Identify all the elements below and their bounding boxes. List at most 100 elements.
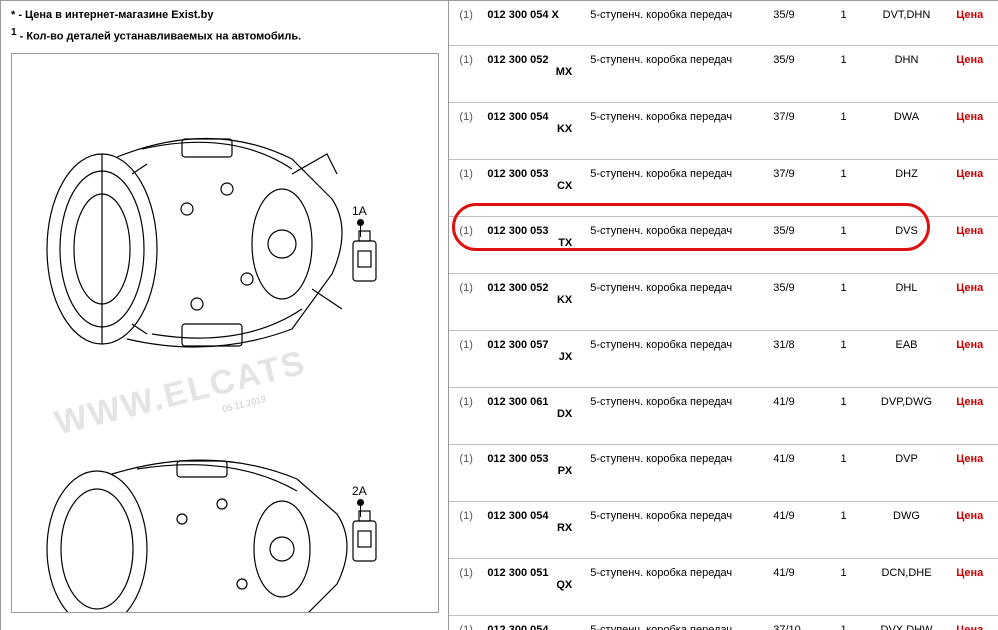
table-row[interactable]: (1)012 300 053PX5-ступенч. коробка перед… — [449, 445, 998, 502]
pos-cell: (1) — [449, 217, 483, 274]
part-number-cell[interactable]: 012 300 054FX — [483, 616, 586, 630]
part-number-cell[interactable]: 012 300 053CX — [483, 160, 586, 217]
code-cell: DVT,DHN — [861, 1, 953, 46]
qty-cell: 1 — [826, 502, 860, 559]
callout-1a: 1A — [352, 204, 367, 218]
part-number-cell[interactable]: 012 300 057JX — [483, 331, 586, 388]
qty-cell: 1 — [826, 388, 860, 445]
code-cell: DHN — [861, 46, 953, 103]
oil-canister-1 — [347, 229, 382, 284]
table-row[interactable]: (1)012 300 054 X5-ступенч. коробка перед… — [449, 1, 998, 46]
pos-cell: (1) — [449, 445, 483, 502]
pos-cell: (1) — [449, 1, 483, 46]
description-cell: 5-ступенч. коробка передач — [586, 1, 769, 46]
ratio-cell: 35/9 — [769, 1, 826, 46]
ratio-cell: 41/9 — [769, 388, 826, 445]
code-cell: DVP — [861, 445, 953, 502]
part-number-cell[interactable]: 012 300 054KX — [483, 103, 586, 160]
price-link[interactable]: Цена — [952, 103, 998, 160]
table-row[interactable]: (1)012 300 054KX5-ступенч. коробка перед… — [449, 103, 998, 160]
left-pane: * - Цена в интернет-магазине Exist.by 1 … — [1, 1, 449, 630]
note-price: * - Цена в интернет-магазине Exist.by — [11, 9, 438, 21]
qty-cell: 1 — [826, 1, 860, 46]
price-link[interactable]: Цена — [952, 559, 998, 616]
part-number-cell[interactable]: 012 300 054RX — [483, 502, 586, 559]
ratio-cell: 37/9 — [769, 160, 826, 217]
table-row[interactable]: (1)012 300 052KX5-ступенч. коробка перед… — [449, 274, 998, 331]
code-cell: DVS — [861, 217, 953, 274]
qty-cell: 1 — [826, 103, 860, 160]
table-row[interactable]: (1)012 300 061DX5-ступенч. коробка перед… — [449, 388, 998, 445]
price-link[interactable]: Цена — [952, 217, 998, 274]
qty-cell: 1 — [826, 445, 860, 502]
description-cell: 5-ступенч. коробка передач — [586, 616, 769, 630]
description-cell: 5-ступенч. коробка передач — [586, 217, 769, 274]
ratio-cell: 31/8 — [769, 331, 826, 388]
code-cell: EAB — [861, 331, 953, 388]
callout-1a-line — [360, 219, 361, 237]
note-qty-text: - Кол-во деталей устанавливаемых на авто… — [17, 31, 302, 43]
pos-cell: (1) — [449, 331, 483, 388]
ratio-cell: 35/9 — [769, 274, 826, 331]
note-price-text: - Цена в интернет-магазине Exist.by — [15, 9, 213, 21]
part-number-cell[interactable]: 012 300 053TX — [483, 217, 586, 274]
right-pane: (1)012 300 054 X5-ступенч. коробка перед… — [449, 1, 998, 630]
code-cell: DVX,DHW — [861, 616, 953, 630]
pos-cell: (1) — [449, 46, 483, 103]
qty-cell: 1 — [826, 46, 860, 103]
ratio-cell: 41/9 — [769, 559, 826, 616]
price-link[interactable]: Цена — [952, 388, 998, 445]
part-number-cell[interactable]: 012 300 052MX — [483, 46, 586, 103]
pos-cell: (1) — [449, 103, 483, 160]
part-number-cell[interactable]: 012 300 054 X — [483, 1, 586, 46]
part-number-cell[interactable]: 012 300 053PX — [483, 445, 586, 502]
price-link[interactable]: Цена — [952, 46, 998, 103]
qty-cell: 1 — [826, 559, 860, 616]
part-number-cell[interactable]: 012 300 061DX — [483, 388, 586, 445]
code-cell: DHL — [861, 274, 953, 331]
table-row[interactable]: (1)012 300 057JX5-ступенч. коробка перед… — [449, 331, 998, 388]
qty-cell: 1 — [826, 274, 860, 331]
qty-cell: 1 — [826, 160, 860, 217]
table-row[interactable]: (1)012 300 054RX5-ступенч. коробка перед… — [449, 502, 998, 559]
diagram-area: WWW.ELCATS 05.11.2019 — [11, 53, 439, 613]
parts-table: (1)012 300 054 X5-ступенч. коробка перед… — [449, 1, 998, 630]
part-number-cell[interactable]: 012 300 052KX — [483, 274, 586, 331]
description-cell: 5-ступенч. коробка передач — [586, 46, 769, 103]
callout-2a: 2A — [352, 484, 367, 498]
part-number-cell[interactable]: 012 300 051QX — [483, 559, 586, 616]
qty-cell: 1 — [826, 217, 860, 274]
ratio-cell: 41/9 — [769, 445, 826, 502]
note-qty: 1 - Кол-во деталей устанавливаемых на ав… — [11, 27, 438, 43]
price-link[interactable]: Цена — [952, 1, 998, 46]
ratio-cell: 41/9 — [769, 502, 826, 559]
ratio-cell: 37/9 — [769, 103, 826, 160]
pos-cell: (1) — [449, 274, 483, 331]
code-cell: DWG — [861, 502, 953, 559]
table-row[interactable]: (1)012 300 054FX5-ступенч. коробка перед… — [449, 616, 998, 630]
description-cell: 5-ступенч. коробка передач — [586, 274, 769, 331]
price-link[interactable]: Цена — [952, 160, 998, 217]
description-cell: 5-ступенч. коробка передач — [586, 103, 769, 160]
price-link[interactable]: Цена — [952, 331, 998, 388]
pos-cell: (1) — [449, 388, 483, 445]
main-container: * - Цена в интернет-магазине Exist.by 1 … — [0, 0, 998, 630]
callout-2a-line — [360, 499, 361, 517]
table-row[interactable]: (1)012 300 052MX5-ступенч. коробка перед… — [449, 46, 998, 103]
pos-cell: (1) — [449, 160, 483, 217]
description-cell: 5-ступенч. коробка передач — [586, 445, 769, 502]
table-row[interactable]: (1)012 300 053CX5-ступенч. коробка перед… — [449, 160, 998, 217]
price-link[interactable]: Цена — [952, 616, 998, 630]
ratio-cell: 35/9 — [769, 46, 826, 103]
description-cell: 5-ступенч. коробка передач — [586, 160, 769, 217]
pos-cell: (1) — [449, 502, 483, 559]
description-cell: 5-ступенч. коробка передач — [586, 388, 769, 445]
ratio-cell: 37/10 — [769, 616, 826, 630]
table-row[interactable]: (1)012 300 053TX5-ступенч. коробка перед… — [449, 217, 998, 274]
price-link[interactable]: Цена — [952, 274, 998, 331]
pos-cell: (1) — [449, 616, 483, 630]
table-row[interactable]: (1)012 300 051QX5-ступенч. коробка перед… — [449, 559, 998, 616]
price-link[interactable]: Цена — [952, 502, 998, 559]
qty-cell: 1 — [826, 616, 860, 630]
price-link[interactable]: Цена — [952, 445, 998, 502]
